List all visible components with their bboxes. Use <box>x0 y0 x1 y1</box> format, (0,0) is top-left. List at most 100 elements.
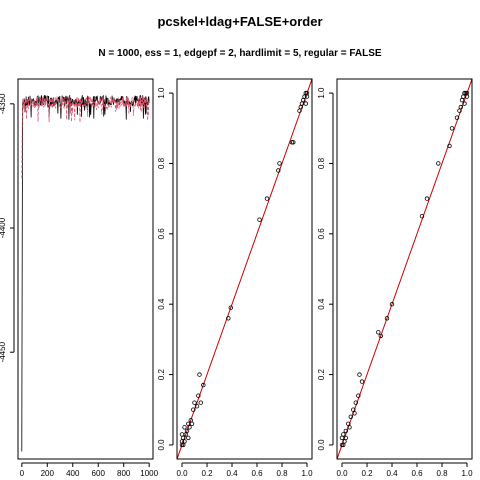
scatter-point <box>464 90 470 96</box>
x-tick-label: 400 <box>66 469 80 478</box>
scatter-point <box>436 161 441 166</box>
y-tick-label: 1.0 <box>157 87 166 99</box>
scatter-point <box>264 196 270 201</box>
scatter-point <box>341 432 346 437</box>
scatter-point <box>196 393 201 398</box>
x-tick-label: 0.4 <box>386 469 398 478</box>
panel-pairs-1: 0.0 0.2 0.4 0.6 0.8 1.0 0.0 0.2 0.4 0.6 0.8 1.0 <box>157 78 313 478</box>
scatter-point <box>192 400 197 405</box>
scatter-point <box>348 414 353 419</box>
reference-line <box>177 79 312 459</box>
scatter-point <box>462 90 467 96</box>
x-tick-label: 1.0 <box>461 469 473 478</box>
scatter-point <box>457 108 462 113</box>
scatter-point <box>277 161 282 166</box>
scatter-point <box>276 168 281 173</box>
x-tick-label: 0.6 <box>251 469 263 478</box>
x-tick-label: 0 <box>20 469 25 478</box>
y-tick-label: -4450 <box>0 341 7 362</box>
panel-content <box>21 94 150 452</box>
scatter-point <box>339 435 345 441</box>
scatter-point <box>182 425 187 430</box>
y-tick-label: 0.6 <box>157 228 166 240</box>
scatter-point <box>357 372 362 377</box>
scatter-point <box>297 108 302 113</box>
x-tick-label: 800 <box>117 469 131 478</box>
scatter-point <box>389 302 395 307</box>
scatter-point <box>462 101 467 106</box>
scatter-point <box>449 126 455 131</box>
scatter-point <box>378 333 383 339</box>
scatter-point <box>289 140 295 145</box>
scatter-point <box>186 435 191 441</box>
y-tick-label: 0.0 <box>157 439 166 451</box>
y-tick-label: 0.4 <box>157 298 166 310</box>
scatter-point <box>226 316 231 321</box>
panel-frame <box>336 78 473 460</box>
scatter-point <box>303 101 308 106</box>
scatter-point <box>343 435 348 441</box>
scatter-point <box>191 407 196 412</box>
scatter-point <box>257 217 262 222</box>
x-tick-label: 0.6 <box>411 469 423 478</box>
scatter-point <box>424 196 430 201</box>
scatter-point <box>343 428 348 434</box>
x-tick-label: 1000 <box>140 469 158 478</box>
scatter-point <box>304 90 310 96</box>
scatter-point <box>291 140 296 145</box>
scatter-point <box>419 213 425 219</box>
scatter-point <box>189 421 195 426</box>
y-tick-label: 0.6 <box>317 228 326 240</box>
figure-title: pcskel+ldag+FALSE+order <box>157 14 322 29</box>
scatter-point <box>184 428 190 434</box>
scatter-point <box>359 379 365 384</box>
scatter-point <box>461 94 466 99</box>
scatter-point <box>197 372 202 377</box>
panel-frame <box>176 78 313 460</box>
x-tick-label: 200 <box>41 469 55 478</box>
y-tick-label: 1.0 <box>317 87 326 99</box>
figure-subtitle: N = 1000, ess = 1, edgepf = 2, hardlimit… <box>98 48 382 59</box>
x-tick-label: 0.0 <box>336 469 348 478</box>
trace-series-line-0 <box>21 94 150 452</box>
scatter-point <box>376 330 381 335</box>
panel-content <box>177 79 312 459</box>
scatter-point <box>384 316 390 321</box>
x-tick-label: 0.2 <box>201 469 213 478</box>
scatter-point <box>353 400 358 405</box>
x-tick-label: 600 <box>92 469 106 478</box>
scatter-point <box>454 115 460 120</box>
scatter-point <box>458 104 463 110</box>
panel-frame <box>17 78 154 460</box>
scatter-point <box>187 425 192 430</box>
scatter-point <box>339 442 345 448</box>
x-tick-label: 0.8 <box>436 469 448 478</box>
reference-line <box>337 79 472 459</box>
panel-content <box>337 79 472 459</box>
scatter-point <box>447 143 452 149</box>
y-tick-label: -4350 <box>0 93 7 114</box>
scatter-point <box>459 97 465 103</box>
scatter-point <box>179 432 185 437</box>
y-tick-label: 0.2 <box>157 368 166 380</box>
y-tick-label: -4400 <box>0 217 7 238</box>
x-tick-label: 0.2 <box>361 469 373 478</box>
y-tick-label: 0.8 <box>317 157 326 169</box>
x-tick-label: 0.8 <box>276 469 288 478</box>
x-tick-label: 0.0 <box>176 469 188 478</box>
scatter-point <box>228 305 233 310</box>
x-tick-label: 1.0 <box>301 469 313 478</box>
panel-trace: 0 200 400 600 800 1000 -4350 -4400 -4450 <box>0 78 159 478</box>
scatter-point <box>182 439 187 444</box>
y-tick-label: 0.0 <box>317 439 326 451</box>
trace-series-line-1 <box>21 95 150 179</box>
y-tick-label: 0.4 <box>317 298 326 310</box>
scatter-point <box>201 382 206 388</box>
x-tick-label: 0.4 <box>226 469 238 478</box>
scatter-point <box>347 425 352 430</box>
scatter-point <box>356 393 361 398</box>
scatter-point <box>352 411 357 416</box>
y-tick-label: 0.8 <box>157 157 166 169</box>
